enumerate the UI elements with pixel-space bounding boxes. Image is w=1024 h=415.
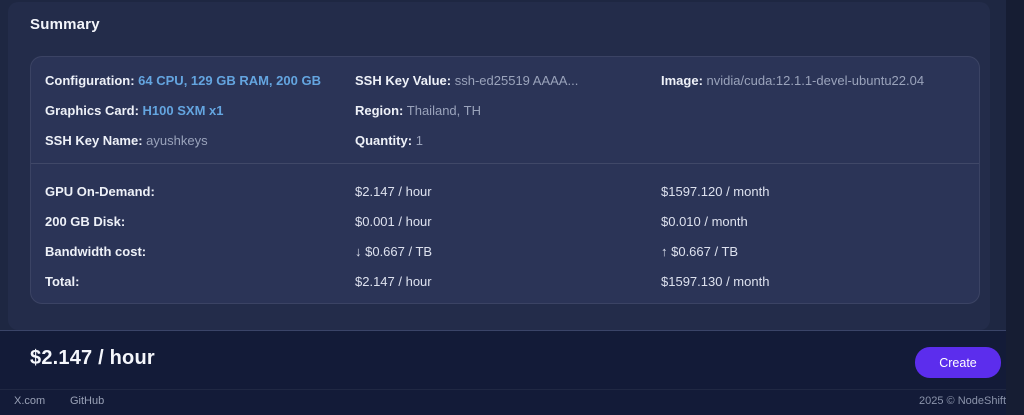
gpu-on-demand-hourly: $2.147 / hour — [355, 184, 432, 199]
config-column-3: Image: nvidia/cuda:12.1.1-devel-ubuntu22… — [661, 66, 965, 156]
bandwidth-download: ↓ $0.667 / TB — [355, 244, 433, 259]
configuration-value: 64 CPU, 129 GB RAM, 200 GB — [138, 73, 321, 88]
summary-card: Configuration: 64 CPU, 129 GB RAM, 200 G… — [30, 56, 980, 304]
price-row-bandwidth: Bandwidth cost: ↓ $0.667 / TB ↑ $0.667 /… — [45, 237, 965, 267]
bandwidth-label: Bandwidth cost: — [45, 244, 147, 259]
price-row-gpu-on-demand: GPU On-Demand: $2.147 / hour $1597.120 /… — [45, 177, 965, 207]
config-item-image: Image: nvidia/cuda:12.1.1-devel-ubuntu22… — [661, 66, 965, 96]
config-column-2: SSH Key Value: ssh-ed25519 AAAA... Regio… — [355, 66, 661, 156]
config-item-configuration: Configuration: 64 CPU, 129 GB RAM, 200 G… — [45, 66, 355, 96]
hourly-price-total: $2.147 / hour — [30, 347, 155, 369]
footer-link-github[interactable]: GitHub — [70, 395, 105, 407]
bandwidth-upload: ↑ $0.667 / TB — [661, 244, 739, 259]
pricing-section: GPU On-Demand: $2.147 / hour $1597.120 /… — [31, 164, 979, 307]
footer-link-xcom[interactable]: X.com — [14, 395, 46, 407]
config-column-1: Configuration: 64 CPU, 129 GB RAM, 200 G… — [45, 66, 355, 156]
graphics-card-value: H100 SXM x1 — [142, 103, 224, 118]
ssh-key-name-label: SSH Key Name: — [45, 133, 143, 148]
config-item-ssh-key-name: SSH Key Name: ayushkeys — [45, 126, 355, 156]
configuration-section: Configuration: 64 CPU, 129 GB RAM, 200 G… — [31, 57, 979, 164]
disk-label: 200 GB Disk: — [45, 214, 126, 229]
total-hourly: $2.147 / hour — [355, 274, 432, 289]
create-button[interactable]: Create — [915, 347, 1001, 378]
image-label: Image: — [661, 73, 703, 88]
footer: X.com GitHub 2025 © NodeShift — [0, 389, 1024, 415]
total-label: Total: — [45, 274, 80, 289]
footer-copyright: 2025 © NodeShift — [919, 395, 1006, 407]
price-row-total: Total: $2.147 / hour $1597.130 / month — [45, 267, 965, 297]
gpu-on-demand-label: GPU On-Demand: — [45, 184, 155, 199]
configuration-label: Configuration: — [45, 73, 135, 88]
graphics-card-label: Graphics Card: — [45, 103, 139, 118]
region-value: Thailand, TH — [406, 103, 481, 118]
price-summary-bar: $2.147 / hour Create — [0, 330, 1024, 389]
page-title: Summary — [30, 16, 100, 33]
region-label: Region: — [355, 103, 404, 118]
quantity-label: Quantity: — [355, 133, 413, 148]
total-monthly: $1597.130 / month — [661, 274, 770, 289]
summary-panel: Summary Configuration: 64 CPU, 129 GB RA… — [8, 2, 990, 330]
ssh-key-value-label: SSH Key Value: — [355, 73, 452, 88]
ssh-key-name-value: ayushkeys — [146, 133, 208, 148]
config-item-region: Region: Thailand, TH — [355, 96, 661, 126]
disk-hourly: $0.001 / hour — [355, 214, 432, 229]
price-row-disk: 200 GB Disk: $0.001 / hour $0.010 / mont… — [45, 207, 965, 237]
config-item-quantity: Quantity: 1 — [355, 126, 661, 156]
gpu-on-demand-monthly: $1597.120 / month — [661, 184, 770, 199]
image-value: nvidia/cuda:12.1.1-devel-ubuntu22.04 — [706, 73, 925, 88]
disk-monthly: $0.010 / month — [661, 214, 748, 229]
config-item-ssh-key-value: SSH Key Value: ssh-ed25519 AAAA... — [355, 66, 661, 96]
ssh-key-value-value: ssh-ed25519 AAAA... — [454, 73, 579, 88]
scroll-gutter — [1006, 0, 1024, 415]
quantity-value: 1 — [415, 133, 423, 148]
config-item-graphics-card: Graphics Card: H100 SXM x1 — [45, 96, 355, 126]
